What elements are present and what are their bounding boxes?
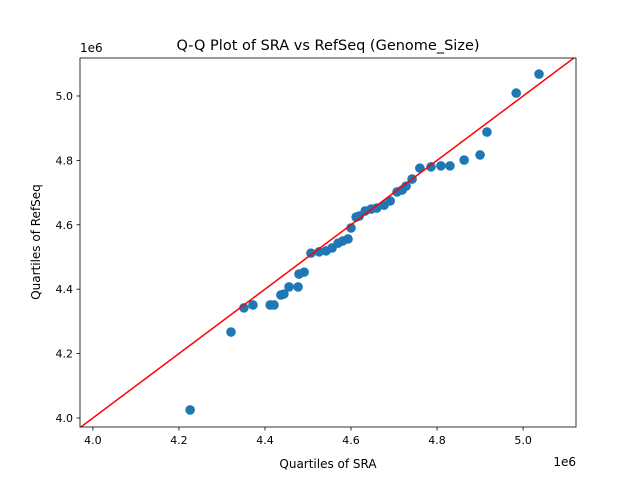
y-tick-label: 4.2 [56, 348, 74, 361]
x-tick-label: 4.2 [170, 434, 188, 447]
data-point [226, 327, 236, 337]
x-axis-label: Quartiles of SRA [279, 457, 377, 471]
axes-frame [79, 57, 577, 428]
data-point [385, 196, 395, 206]
data-point [459, 155, 469, 165]
data-point [415, 163, 425, 173]
x-offset-label: 1e6 [553, 455, 576, 469]
data-point [185, 405, 195, 415]
y-tick-label: 4.4 [56, 283, 74, 296]
data-point [445, 161, 455, 171]
data-point [299, 267, 309, 277]
x-tick-label: 4.4 [256, 434, 274, 447]
data-point [346, 223, 356, 233]
data-point [293, 282, 303, 292]
y-tick-label: 5.0 [56, 90, 74, 103]
data-point [239, 303, 249, 313]
data-point [436, 161, 446, 171]
data-point [279, 289, 289, 299]
data-point [475, 150, 485, 160]
y-tick-label: 4.6 [56, 219, 74, 232]
x-tick-label: 4.8 [428, 434, 446, 447]
data-point [372, 203, 382, 213]
data-point [306, 248, 316, 258]
data-point [248, 300, 258, 310]
x-tick-label: 5.0 [514, 434, 532, 447]
data-point [401, 181, 411, 191]
data-point [269, 300, 279, 310]
y-offset-label: 1e6 [80, 41, 103, 55]
y-tick-label: 4.0 [56, 412, 74, 425]
data-point [511, 88, 522, 98]
x-tick-label: 4.0 [84, 434, 102, 447]
data-point [482, 127, 492, 137]
chart-title: Q-Q Plot of SRA vs RefSeq (Genome_Size) [176, 38, 479, 54]
data-point [284, 282, 294, 292]
data-point [534, 69, 544, 79]
data-point [343, 234, 353, 244]
data-point [426, 162, 436, 172]
reference-line [80, 58, 576, 427]
x-tick-label: 4.6 [342, 434, 360, 447]
y-axis-label: Quartiles of RefSeq [29, 184, 43, 300]
y-tick-label: 4.8 [56, 154, 74, 167]
